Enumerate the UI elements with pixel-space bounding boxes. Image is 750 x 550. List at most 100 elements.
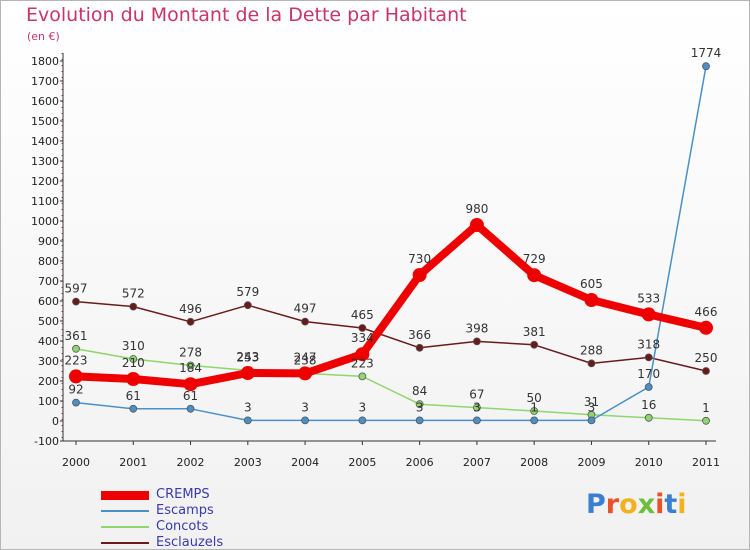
series-line-esclauzels (75, 300, 707, 372)
series-line-escamps (75, 65, 707, 422)
data-point-esclauzels (243, 301, 252, 310)
data-label-escamps: 92 (68, 383, 83, 397)
legend-label: CREMPS (156, 487, 210, 502)
data-label-escamps: 3 (359, 400, 367, 414)
data-point-esclauzels (587, 359, 596, 368)
data-point-esclauzels (129, 302, 138, 311)
x-tick-label: 2001 (119, 456, 147, 469)
legend-item-esclauzels: Esclauzels (101, 535, 321, 550)
legend-label: Concots (156, 519, 209, 534)
data-point-esclauzels (702, 367, 710, 375)
data-label-esclauzels: 579 (236, 285, 259, 299)
data-point-esclauzels (530, 340, 539, 349)
data-point-escamps (702, 62, 710, 71)
y-tick-label: 1600 (31, 95, 59, 108)
y-tick-label: 1300 (31, 155, 59, 168)
proxiti-logo: Proxiti (586, 489, 687, 520)
data-point-cremps (412, 268, 427, 282)
logo-letter: i (677, 489, 687, 520)
data-label-esclauzels: 497 (294, 302, 317, 316)
data-point-escamps (301, 416, 309, 425)
data-label-escamps: 3 (416, 400, 424, 414)
data-label-escamps: 3 (301, 400, 309, 414)
chart-unit: (en €) (27, 30, 60, 43)
data-point-cremps (469, 218, 484, 232)
data-label-escamps: 61 (126, 389, 141, 403)
legend-swatch (101, 526, 149, 528)
x-tick-label: 2009 (577, 456, 605, 469)
data-point-esclauzels (301, 317, 309, 326)
data-point-escamps (129, 404, 138, 413)
data-point-escamps (644, 383, 653, 391)
y-tick-label: 1400 (31, 135, 59, 148)
data-label-cremps: 466 (695, 305, 718, 319)
data-label-cremps: 243 (236, 350, 259, 364)
legend-label: Esclauzels (156, 535, 224, 550)
data-point-concots (72, 344, 80, 353)
y-tick-label: 1200 (31, 175, 59, 188)
data-point-concots (473, 403, 481, 412)
data-label-concots: 50 (527, 391, 542, 405)
x-tick-label: 2005 (348, 456, 376, 469)
data-point-cremps (355, 347, 370, 362)
data-point-concots (415, 400, 424, 409)
data-label-escamps: 3 (244, 400, 252, 414)
x-tick-label: 2007 (463, 456, 491, 469)
data-label-esclauzels: 366 (408, 328, 431, 342)
data-label-cremps: 223 (65, 353, 88, 367)
y-tick-label: -100 (34, 435, 59, 448)
logo-letter: t (664, 489, 678, 520)
data-point-cremps (183, 377, 198, 392)
y-tick-label: 800 (38, 255, 59, 268)
data-label-cremps: 533 (637, 291, 660, 305)
data-point-cremps (126, 372, 141, 386)
series-line-cremps (72, 221, 710, 389)
data-label-escamps: 170 (637, 367, 660, 381)
y-tick-label: 1800 (31, 55, 59, 68)
x-tick-label: 2011 (692, 456, 720, 469)
y-tick-label: 900 (38, 235, 59, 248)
data-point-cremps (240, 366, 255, 380)
data-point-escamps (72, 398, 80, 407)
logo-letter: r (605, 489, 620, 520)
data-label-escamps: 61 (183, 389, 198, 403)
y-tick-label: 100 (38, 395, 59, 408)
data-point-escamps (358, 416, 367, 425)
data-label-concots: 84 (412, 384, 427, 398)
x-tick-label: 2004 (291, 456, 319, 469)
legend-item-escamps: Escamps (101, 503, 321, 519)
data-label-esclauzels: 496 (179, 302, 202, 316)
data-point-cremps (527, 268, 542, 283)
y-tick-label: 400 (38, 335, 59, 348)
data-label-concots: 361 (65, 329, 88, 343)
data-point-concots (129, 355, 138, 363)
x-tick-label: 2003 (234, 456, 262, 469)
data-point-cremps (298, 366, 313, 381)
data-point-esclauzels (186, 317, 195, 326)
logo-letter: i (655, 489, 665, 520)
y-tick-label: 300 (38, 355, 59, 368)
x-tick-label: 2002 (177, 456, 205, 469)
data-point-cremps (584, 293, 599, 307)
data-label-escamps: 3 (588, 400, 596, 414)
data-point-cremps (69, 369, 83, 384)
data-label-cremps: 334 (351, 331, 374, 345)
data-label-esclauzels: 288 (580, 343, 603, 357)
data-label-concots: 238 (294, 353, 317, 367)
logo-letter: o (619, 489, 638, 520)
data-label-concots: 223 (351, 356, 374, 370)
data-label-esclauzels: 318 (637, 337, 660, 351)
data-point-escamps (473, 416, 481, 425)
data-point-concots (644, 413, 653, 422)
y-tick-label: 1700 (31, 75, 59, 88)
chart-axes: -100 0 100 200 300 400 500 600 700 800 900 1000 1100… (31, 53, 720, 469)
data-point-esclauzels (473, 337, 481, 346)
data-label-concots: 67 (469, 388, 484, 402)
data-point-escamps (243, 416, 252, 425)
data-point-concots (702, 416, 710, 425)
data-label-concots: 278 (179, 345, 202, 359)
data-point-esclauzels (644, 353, 653, 362)
legend: CREMPS Escamps Concots Esclauzels (101, 487, 321, 550)
